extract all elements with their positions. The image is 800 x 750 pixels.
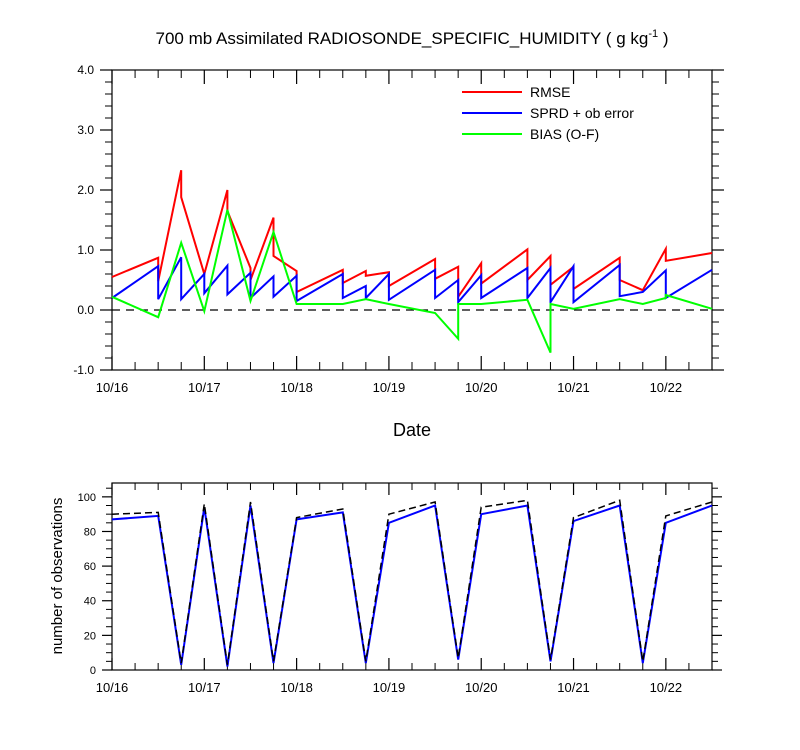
y-tick-label: 80 <box>84 526 96 538</box>
y-tick-label: 100 <box>78 492 96 504</box>
x-tick-label: 10/20 <box>465 680 498 695</box>
series-line-sprd-ob-error <box>111 256 713 306</box>
x-tick-label: 10/17 <box>188 680 221 695</box>
y-tick-label: 4.0 <box>77 63 94 77</box>
top-plot: 10/16 10/17 10/18 10/19 10/20 10/21 10/22 -1.0… <box>73 63 724 440</box>
series-line-possible-observations <box>111 499 713 665</box>
x-tick-label: 10/19 <box>373 380 406 395</box>
y-tick-label: 0 <box>90 665 96 677</box>
legend: RMSE SPRD + ob error BIAS (O-F) <box>462 84 634 142</box>
bottom-plot-y-tick-labels: 0 20 40 60 80 100 <box>78 492 96 677</box>
top-plot-y-tick-labels: -1.0 0.0 1.0 2.0 3.0 4.0 <box>73 63 94 377</box>
y-tick-label: 40 <box>84 596 96 608</box>
top-plot-series <box>111 169 713 354</box>
series-line-used-observations <box>111 504 713 667</box>
bottom-plot: 10/16 10/17 10/18 10/19 10/20 10/21 10/22 0 20 4… <box>49 482 722 695</box>
bottom-plot-x-tick-labels: 10/16 10/17 10/18 10/19 10/20 10/21 10/22 <box>96 680 682 695</box>
y-tick-label: -1.0 <box>73 363 94 377</box>
bottom-plot-ticks <box>102 483 722 671</box>
x-tick-label: 10/19 <box>373 680 406 695</box>
y-axis-label-observations: number of observations <box>49 498 66 655</box>
top-plot-ticks <box>100 69 724 371</box>
legend-label-sprd-ob-error: SPRD + ob error <box>530 105 634 121</box>
top-plot-x-tick-labels: 10/16 10/17 10/18 10/19 10/20 10/21 10/22 <box>96 380 682 395</box>
x-tick-label: 10/17 <box>188 380 221 395</box>
x-tick-label: 10/20 <box>465 380 498 395</box>
x-tick-label: 10/16 <box>96 380 129 395</box>
chart-title: 700 mb Assimilated RADIOSONDE_SPECIFIC_H… <box>156 28 669 48</box>
x-axis-label: Date <box>393 420 431 440</box>
bottom-plot-series <box>111 499 713 667</box>
y-tick-label: 0.0 <box>77 303 94 317</box>
y-tick-label: 3.0 <box>77 123 94 137</box>
x-tick-label: 10/18 <box>280 680 313 695</box>
x-tick-label: 10/22 <box>650 680 683 695</box>
series-line-bias-o-f <box>111 209 713 354</box>
y-tick-label: 1.0 <box>77 243 94 257</box>
x-tick-label: 10/22 <box>650 380 683 395</box>
x-tick-label: 10/21 <box>557 680 590 695</box>
x-tick-label: 10/18 <box>280 380 313 395</box>
y-tick-label: 20 <box>84 630 96 642</box>
chart-title-tail: ) <box>658 29 668 48</box>
y-tick-label: 2.0 <box>77 183 94 197</box>
legend-label-bias-o-f: BIAS (O-F) <box>530 126 599 142</box>
y-tick-label: 60 <box>84 561 96 573</box>
chart-title-main: 700 mb Assimilated RADIOSONDE_SPECIFIC_H… <box>156 29 649 48</box>
x-tick-label: 10/21 <box>557 380 590 395</box>
chart-title-superscript: -1 <box>648 28 658 40</box>
legend-label-rmse: RMSE <box>530 84 570 100</box>
x-tick-label: 10/16 <box>96 680 129 695</box>
